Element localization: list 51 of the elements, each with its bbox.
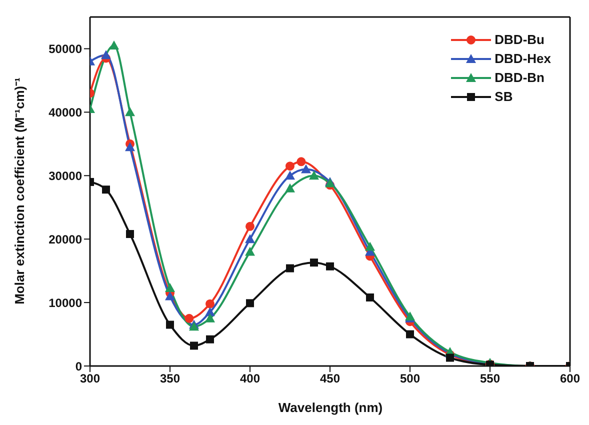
point (245, 234, 255, 244)
legend-label: SB (494, 89, 513, 104)
x-tick-label: 350 (160, 372, 180, 386)
y-tick-label: 50000 (48, 42, 82, 56)
point (190, 342, 198, 350)
y-tick-label: 10000 (48, 296, 82, 310)
point (446, 354, 454, 362)
point (366, 293, 374, 302)
point (301, 164, 311, 174)
point (245, 246, 255, 256)
point (206, 299, 214, 308)
point (296, 157, 306, 166)
y-tick-label: 30000 (48, 168, 82, 183)
point (102, 186, 110, 194)
point (101, 50, 111, 60)
legend-label: DBD-Bn (494, 70, 544, 85)
y-tick-label: 0 (75, 359, 82, 374)
x-axis-title: Wavelength (nm) (278, 400, 383, 415)
y-axis-title: Molar extinction coefficient (M⁻¹cm)⁻¹ (12, 78, 27, 304)
point (205, 313, 215, 322)
point (205, 307, 215, 316)
point (125, 142, 135, 152)
point (165, 282, 175, 292)
y-tick-label: 20000 (48, 232, 82, 246)
x-tick-label: 300 (80, 372, 100, 386)
point (286, 162, 294, 171)
point (246, 299, 254, 308)
point (126, 230, 134, 238)
point (309, 170, 319, 180)
point (406, 330, 414, 338)
point (166, 320, 174, 329)
point (285, 170, 295, 180)
x-tick-label: 600 (560, 372, 580, 386)
legend-label: DBD-Bu (494, 32, 544, 47)
point (326, 262, 334, 270)
x-tick-label: 550 (480, 372, 500, 386)
x-tick-label: 450 (320, 372, 340, 386)
point (246, 222, 254, 231)
point (285, 183, 295, 192)
x-tick-label: 400 (240, 372, 260, 386)
point (109, 40, 119, 50)
point (365, 242, 375, 251)
x-tick-label: 500 (400, 372, 420, 386)
point (165, 291, 175, 300)
legend-label: DBD-Hex (494, 51, 551, 66)
point (125, 107, 135, 116)
y-tick-label: 40000 (48, 105, 82, 120)
point (286, 264, 294, 272)
point (184, 314, 194, 323)
point (310, 258, 318, 267)
point (206, 335, 214, 344)
